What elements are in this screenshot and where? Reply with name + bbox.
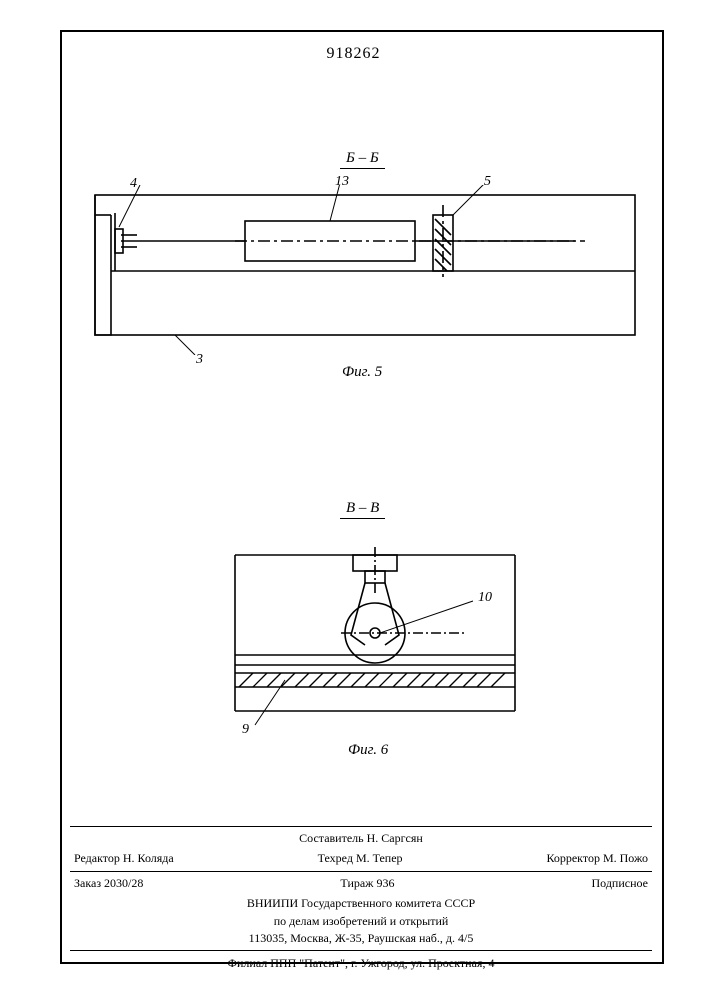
figure-6-drawing <box>225 545 525 735</box>
figure-5-drawing <box>85 185 645 355</box>
footer-roles-row: Редактор Н. Коляда Техред М. Тепер Корре… <box>70 847 652 870</box>
footer-org-1: ВНИИПИ Государственного комитета СССР <box>70 895 652 912</box>
fig5-section-label: Б – Б <box>340 150 385 169</box>
document-number: 918262 <box>0 45 707 63</box>
footer-org-2: по делам изобретений и открытий <box>70 913 652 930</box>
footer-editor: Редактор Н. Коляда <box>74 850 174 867</box>
footer-order: Заказ 2030/28 <box>74 875 143 892</box>
footer-branch: Филиал ППП "Патент", г. Ужгород, ул. Про… <box>70 951 652 972</box>
fig6-section-label: В – В <box>340 500 385 519</box>
fig5-label-3: 3 <box>196 352 203 368</box>
page: 918262 Б – Б <box>0 0 707 1000</box>
page-border <box>60 30 664 964</box>
fig6-label-10: 10 <box>478 590 492 606</box>
footer-order-row: Заказ 2030/28 Тираж 936 Подписное <box>70 872 652 895</box>
fig5-label-5: 5 <box>484 174 491 190</box>
fig6-caption: Фиг. 6 <box>348 742 388 759</box>
footer-compiler: Составитель Н. Саргсян <box>70 827 652 847</box>
footer-subscription: Подписное <box>592 875 649 892</box>
fig6-label-9: 9 <box>242 722 249 738</box>
footer-addr: 113035, Москва, Ж-35, Раушская наб., д. … <box>70 930 652 947</box>
footer-tirage: Тираж 936 <box>340 875 394 892</box>
fig5-label-13: 13 <box>335 174 349 190</box>
footer: Составитель Н. Саргсян Редактор Н. Коляд… <box>70 826 652 973</box>
fig5-caption: Фиг. 5 <box>342 364 382 381</box>
footer-tech: Техред М. Тепер <box>318 850 403 867</box>
footer-corrector: Корректор М. Пожо <box>546 850 648 867</box>
fig5-label-4: 4 <box>130 176 137 192</box>
